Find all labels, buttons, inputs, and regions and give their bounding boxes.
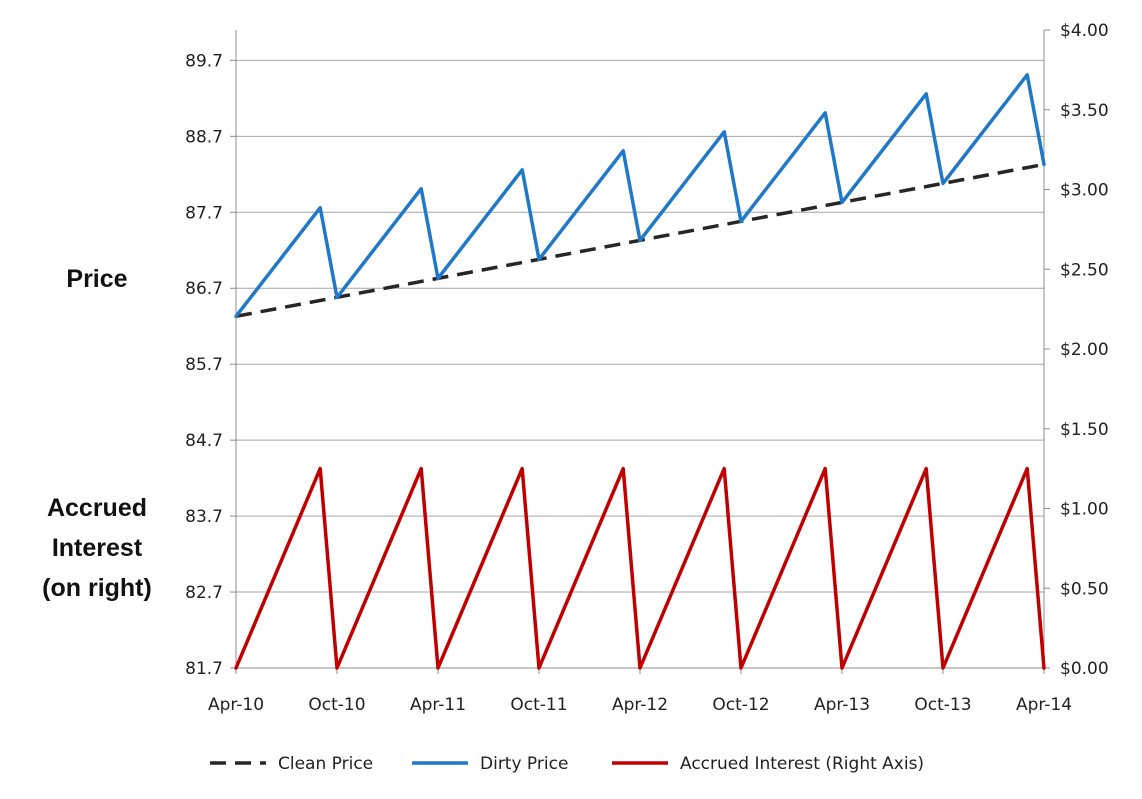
left-tick-label: 88.7: [185, 127, 223, 147]
series-lines: [236, 75, 1044, 668]
axes: [236, 30, 1044, 668]
left-tick-label: 83.7: [185, 507, 223, 527]
right-axis-label-line-3: (on right): [42, 574, 152, 602]
series-dirty-price-line: [236, 75, 1044, 316]
legend-label: Dirty Price: [480, 754, 568, 774]
right-tick-label: $1.00: [1060, 500, 1109, 520]
x-tick-label: Oct-13: [914, 695, 971, 715]
legend-label: Clean Price: [278, 754, 373, 774]
right-tick-label: $4.00: [1060, 21, 1109, 41]
x-tick-label: Apr-12: [612, 695, 668, 715]
x-axis-ticks: Apr-10 Oct-10 Apr-11 Oct-11 Apr-12 Oct-12 Apr-…: [208, 668, 1072, 715]
right-tick-label: $0.00: [1060, 659, 1109, 679]
left-tick-label: 87.7: [185, 203, 223, 223]
gridlines: [236, 60, 1044, 668]
legend: Clean Price Dirty Price Accrued Interest (…: [210, 754, 924, 774]
right-axis-label-line-2: Interest: [52, 534, 143, 562]
right-tick-label: $3.50: [1060, 101, 1109, 121]
x-tick-label: Apr-10: [208, 695, 264, 715]
right-axis-ticks: $0.00 $0.50 $1.00 $1.50 $2.00 $2.50 $3.00 $3.50…: [1044, 21, 1109, 679]
right-tick-label: $2.50: [1060, 260, 1109, 280]
x-tick-label: Apr-13: [814, 695, 870, 715]
left-axis-ticks: 81.7 82.7 83.7 84.7 85.7 86.7 87.7 88.7 89.7: [185, 51, 236, 679]
right-tick-label: $1.50: [1060, 420, 1109, 440]
left-axis-label: Price: [66, 265, 127, 293]
left-tick-label: 86.7: [185, 279, 223, 299]
right-tick-label: $2.00: [1060, 340, 1109, 360]
x-tick-label: Oct-11: [510, 695, 567, 715]
legend-label: Accrued Interest (Right Axis): [680, 754, 924, 774]
left-tick-label: 89.7: [185, 51, 223, 71]
right-tick-label: $3.00: [1060, 181, 1109, 201]
right-tick-label: $0.50: [1060, 579, 1109, 599]
x-tick-label: Oct-12: [712, 695, 769, 715]
left-tick-label: 84.7: [185, 431, 223, 451]
x-tick-label: Oct-10: [308, 695, 365, 715]
series-accrued-interest-right-axis-line: [236, 469, 1044, 668]
x-tick-label: Apr-14: [1016, 695, 1072, 715]
right-axis-label-line-1: Accrued: [47, 494, 147, 522]
left-tick-label: 85.7: [185, 355, 223, 375]
left-tick-label: 82.7: [185, 583, 223, 603]
left-tick-label: 81.7: [185, 659, 223, 679]
x-tick-label: Apr-11: [410, 695, 466, 715]
